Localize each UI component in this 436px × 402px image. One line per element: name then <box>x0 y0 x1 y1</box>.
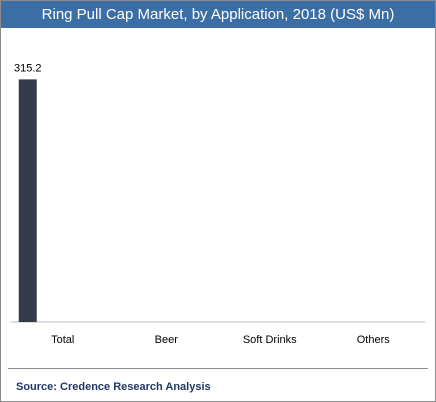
chart-area: Total 315.2 Beer Soft Drinks Others <box>1 28 435 368</box>
chart-title: Ring Pull Cap Market, by Application, 20… <box>1 1 435 28</box>
x-tick-label: Total <box>51 334 74 346</box>
x-tick-label: Soft Drinks <box>243 334 297 346</box>
bar-chart: Total 315.2 Beer Soft Drinks Others <box>11 62 425 346</box>
source-note: Source: Credence Research Analysis <box>16 381 211 393</box>
data-label: 315.2 <box>14 62 42 74</box>
bar <box>18 79 37 322</box>
x-tick-label: Beer <box>155 334 179 346</box>
footer-divider <box>8 368 428 369</box>
x-tick-label: Others <box>357 334 391 346</box>
